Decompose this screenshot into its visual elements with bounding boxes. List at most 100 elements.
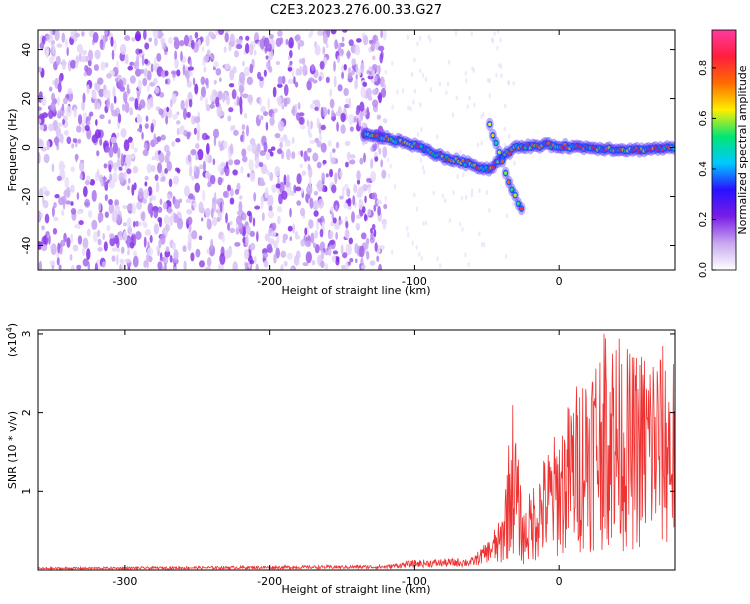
heatmap-noise-cell [284,139,291,147]
heatmap-noise-cell [94,82,99,91]
heatmap-noise-cell [287,55,291,61]
heatmap-noise-cell [324,263,329,270]
heatmap-noise-cell [48,123,55,132]
heatmap-noise-cell [460,195,464,201]
heatmap-noise-cell [176,168,181,174]
heatmap-noise-cell [355,73,358,80]
heatmap-noise-cell [74,32,80,38]
heatmap-noise-cell [330,157,336,165]
heatmap-noise-cell [236,95,240,106]
heatmap-noise-cell [52,42,55,55]
heatmap-noise-cell [56,43,63,48]
heatmap-noise-cell [370,158,374,169]
heatmap-noise-cell [301,57,306,65]
heatmap-noise-cell [113,95,117,104]
heatmap-noise-cell [377,205,381,216]
heatmap-noise-cell [137,115,143,124]
heatmap-ridge-core [519,206,524,211]
heatmap-noise-cell [216,216,221,223]
heatmap-noise-cell [325,43,329,49]
heatmap-noise-cell [249,242,256,251]
heatmap-noise-cell [438,81,442,87]
heatmap-noise-cell [193,127,197,135]
heatmap-noise-cell [470,188,474,194]
heatmap-noise-cell [240,86,243,98]
heatmap-noise-cell [411,240,414,246]
heatmap-noise-cell [370,43,376,52]
heatmap-noise-cell [268,237,275,245]
heatmap-noise-cell [374,156,379,162]
heatmap-noise-cell [276,148,283,155]
heatmap-noise-cell [207,181,212,188]
heatmap-noise-cell [455,95,458,101]
heatmap-noise-cell [462,172,465,178]
heatmap-noise-cell [269,116,275,126]
heatmap-noise-cell [236,210,241,216]
heatmap-noise-cell [456,174,459,180]
heatmap-noise-cell [123,230,128,242]
heatmap-noise-cell [263,141,268,153]
heatmap-noise-cell [266,169,270,176]
heatmap-noise-cell [299,207,306,217]
heatmap-noise-cell [243,112,248,119]
heatmap-noise-cell [272,86,277,98]
heatmap-noise-cell [234,188,240,195]
heatmap-ridge-core [513,193,517,197]
heatmap-noise-cell [223,165,227,173]
heatmap-noise-cell [126,168,132,175]
heatmap-noise-cell [211,216,218,227]
heatmap-noise-cell [268,205,273,212]
heatmap-noise-cell [42,196,45,205]
heatmap-noise-cell [246,210,252,217]
heatmap-noise-cell [345,229,350,239]
heatmap-noise-cell [127,266,131,270]
heatmap-noise-cell [39,139,44,150]
heatmap-noise-cell [70,184,75,194]
heatmap-noise-cell [238,71,246,84]
heatmap-noise-cell [406,34,410,40]
heatmap-noise-cell [504,103,507,109]
heatmap-noise-cell [292,223,296,234]
heatmap-noise-cell [295,68,301,76]
heatmap-noise-cell [210,238,214,251]
heatmap-noise-cell [74,224,80,229]
heatmap-noise-cell [146,70,152,81]
heatmap-noise-cell [340,124,346,135]
heatmap-noise-cell [166,150,171,157]
heatmap-noise-cell [229,143,234,155]
heatmap-noise-cell [59,133,64,144]
heatmap-noise-cell [167,206,172,215]
heatmap-noise-cell [359,101,365,112]
heatmap-noise-cell [190,39,195,50]
heatmap-noise-cell [217,263,222,270]
heatmap-noise-cell [351,58,357,66]
heatmap-noise-cell [153,77,158,85]
heatmap-noise-cell [263,69,267,77]
heatmap-noise-cell [306,119,310,127]
heatmap-noise-cell [459,149,462,155]
heatmap-noise-cell [217,164,223,173]
heatmap-noise-cell [49,260,56,266]
snr-y-tick-label: 3 [20,330,33,337]
heatmap-noise-cell [70,59,77,69]
heatmap-noise-cell [372,88,379,96]
heatmap-noise-cell [178,126,185,135]
heatmap-noise-cell [48,234,51,245]
heatmap-noise-cell [70,166,75,173]
heatmap-noise-cell [97,212,104,223]
heatmap-noise-cell [302,262,309,267]
heatmap-noise-cell [195,143,200,149]
heatmap-noise-cell [373,35,376,46]
heatmap-noise-cell [104,145,111,153]
heatmap-noise-cell [294,35,301,42]
heatmap-noise-cell [322,46,326,55]
heatmap-noise-cell [172,242,176,251]
heatmap-noise-cell [238,201,243,213]
heatmap-noise-cell [57,109,61,118]
heatmap-noise-cell [319,228,324,238]
heatmap-noise-cell [109,236,116,247]
heatmap-noise-cell [82,123,85,134]
heatmap-noise-cell [327,249,332,254]
heatmap-noise-cell [99,38,104,50]
heatmap-noise-cell [271,184,277,194]
